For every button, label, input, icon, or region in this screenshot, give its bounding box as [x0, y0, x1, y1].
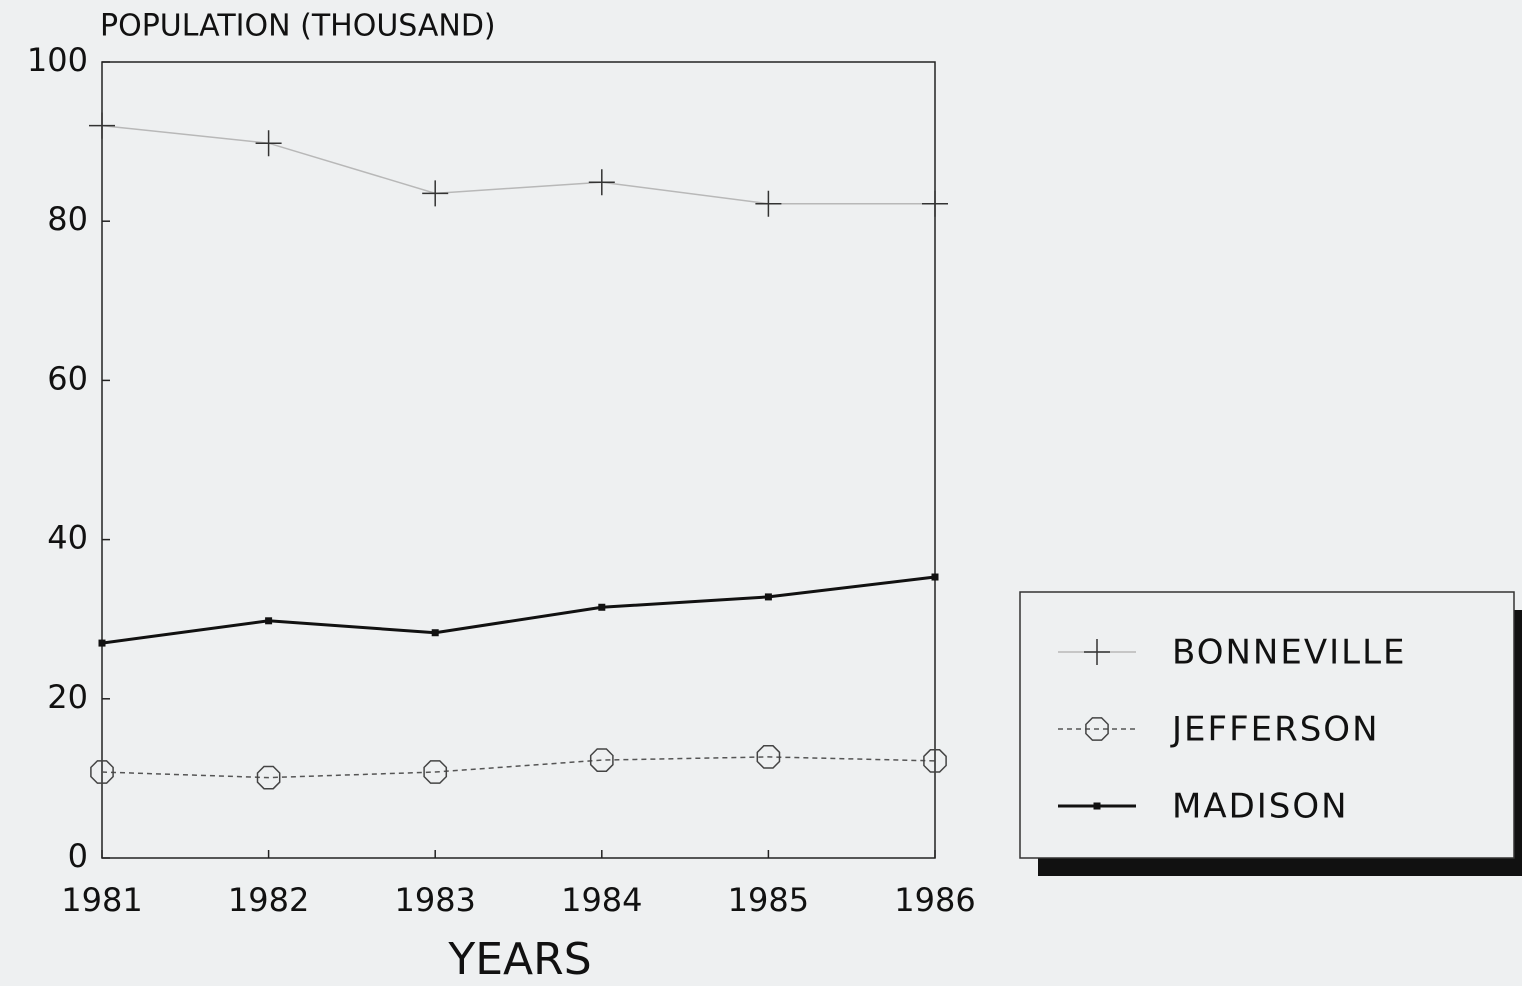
series-line — [101, 575, 936, 645]
legend-marker — [1085, 717, 1109, 741]
x-tick-label: 1985 — [728, 881, 809, 919]
plot-frame — [101, 61, 936, 859]
data-point — [589, 748, 614, 772]
series-line — [101, 124, 935, 205]
y-tick-label: 20 — [47, 678, 88, 716]
y-tick-label: 0 — [68, 837, 88, 875]
data-point — [89, 112, 115, 139]
data-point — [588, 169, 615, 196]
data-point — [265, 617, 273, 625]
data-point — [431, 629, 439, 637]
y-tick-label: 40 — [47, 519, 88, 557]
y-tick-label: 80 — [47, 200, 88, 238]
chart-title: POPULATION (THOUSAND) — [100, 9, 496, 44]
data-point — [923, 749, 947, 773]
x-tick-label: 1983 — [394, 881, 475, 919]
data-point — [256, 765, 281, 790]
series-line — [101, 756, 936, 779]
data-point — [255, 130, 282, 157]
legend-marker — [1093, 802, 1101, 810]
data-point — [755, 190, 782, 217]
x-tick-label: 1981 — [61, 881, 142, 919]
legend-marker — [1084, 639, 1110, 665]
legend-box — [1019, 591, 1515, 859]
y-tick-label: 60 — [47, 359, 88, 397]
data-point — [98, 639, 106, 647]
legend-label: JEFFERSON — [1170, 710, 1380, 750]
data-point — [922, 190, 948, 217]
data-point — [756, 745, 781, 769]
data-point — [423, 760, 448, 784]
legend-label: BONNEVILLE — [1172, 633, 1407, 673]
x-tick-label: 1986 — [894, 881, 975, 919]
x-axis-label: YEARS — [447, 934, 591, 985]
data-point — [90, 760, 114, 784]
y-tick-label: 100 — [27, 41, 88, 79]
legend-label: MADISON — [1172, 787, 1349, 827]
data-point — [931, 573, 939, 581]
data-point — [764, 593, 772, 601]
x-tick-label: 1982 — [228, 881, 309, 919]
data-point — [598, 603, 606, 611]
x-tick-label: 1984 — [561, 881, 642, 919]
data-point — [422, 180, 449, 207]
